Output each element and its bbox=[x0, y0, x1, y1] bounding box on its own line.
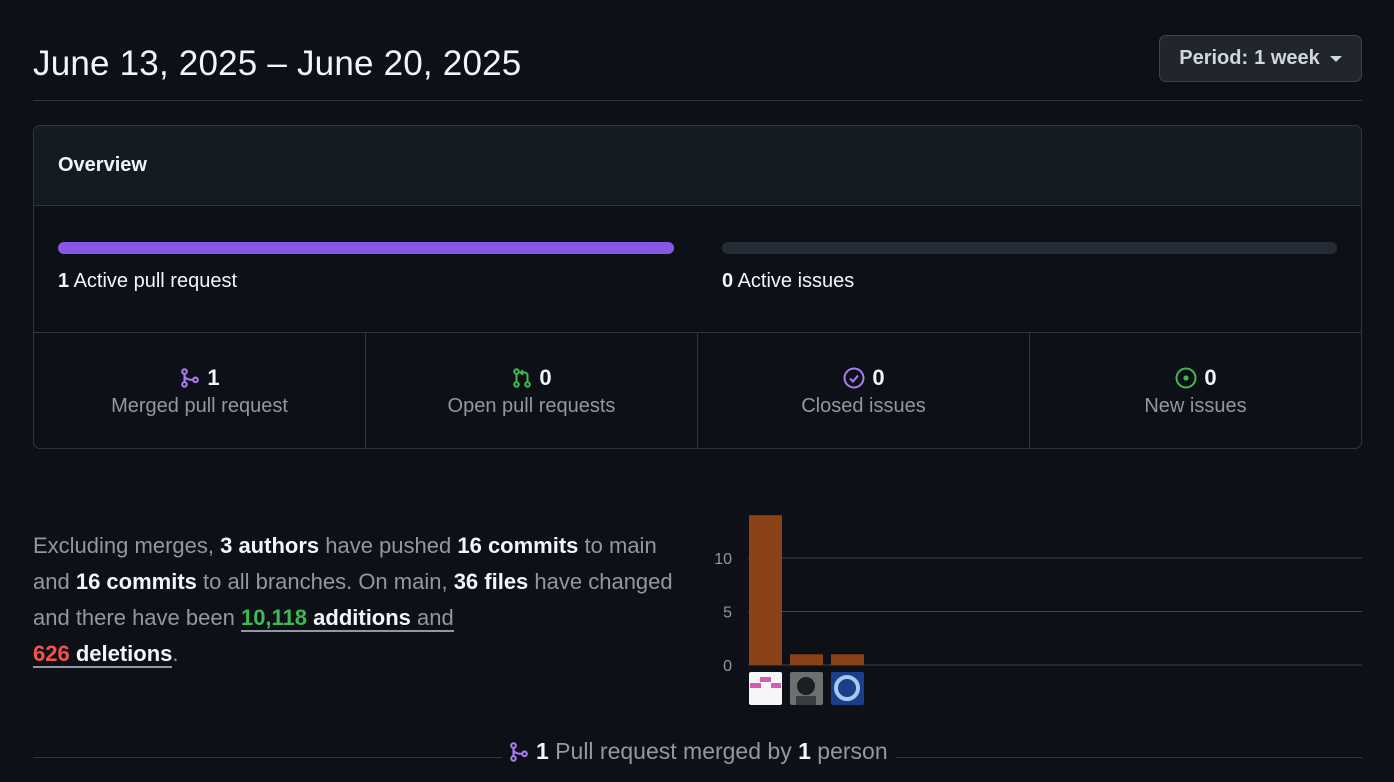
issues-progress-bar bbox=[722, 242, 1337, 254]
git-pull-request-icon bbox=[513, 367, 532, 388]
active-pr-label: Active pull request bbox=[73, 270, 237, 292]
people-count: 1 bbox=[798, 738, 811, 764]
stat-label: Closed issues bbox=[801, 394, 926, 417]
page-header: June 13, 2025 – June 20, 2025 Period: 1 … bbox=[33, 34, 1362, 101]
commits-main-count: 16 commits bbox=[457, 533, 579, 558]
commits-all-count: 16 commits bbox=[75, 569, 197, 594]
footer-divider-right bbox=[896, 757, 1362, 758]
commits-by-author-chart: 0 5 10 bbox=[714, 515, 1362, 705]
footer-divider-left bbox=[33, 757, 503, 758]
deletions-word: deletions bbox=[69, 641, 173, 666]
additions-word: additions bbox=[307, 605, 411, 630]
stat-closed-issues[interactable]: 0 Closed issues bbox=[698, 333, 1030, 448]
merged-pr-summary: 1 Pull request merged by 1 person bbox=[502, 738, 894, 765]
pull-request-progress-bar bbox=[58, 242, 674, 254]
active-pr-count: 1 bbox=[58, 270, 70, 292]
chart-ytick-label: 10 bbox=[714, 551, 732, 568]
stat-label: Open pull requests bbox=[447, 394, 616, 417]
pull-request-progress-fill bbox=[58, 242, 674, 254]
summary-text: and bbox=[410, 605, 454, 630]
overview-stats: 1 Merged pull request 0 Open pull reques… bbox=[34, 333, 1361, 448]
footer-text-part: person bbox=[810, 738, 888, 764]
footer-text-part: Pull request merged by bbox=[548, 738, 799, 764]
summary-text: have pushed bbox=[319, 533, 458, 558]
chart-ytick-label: 0 bbox=[723, 658, 732, 675]
author-avatar[interactable] bbox=[790, 672, 823, 705]
authors-count: 3 authors bbox=[220, 533, 320, 558]
date-range-title: June 13, 2025 – June 20, 2025 bbox=[33, 44, 522, 83]
merged-pr-count: 1 bbox=[536, 738, 549, 764]
stat-label: Merged pull request bbox=[111, 394, 288, 417]
author-avatar[interactable] bbox=[831, 672, 864, 705]
stat-value: 0 bbox=[872, 364, 885, 390]
stat-open-pull-requests[interactable]: 0 Open pull requests bbox=[366, 333, 698, 448]
chart-bar bbox=[831, 654, 864, 665]
chart-bar bbox=[749, 515, 782, 665]
additions-link[interactable]: 10,118 additions and bbox=[240, 605, 454, 632]
git-merge-icon bbox=[510, 741, 528, 762]
chart-ytick-label: 5 bbox=[723, 605, 732, 622]
activity-bars: 1 Active pull request 0 Active issues bbox=[34, 206, 1361, 333]
summary-text: have changed and there have been bbox=[33, 569, 673, 630]
active-issues-link[interactable]: 0 Active issues bbox=[722, 270, 854, 293]
stat-value: 1 bbox=[207, 364, 220, 390]
commit-summary: Excluding merges, 3 authors have pushed … bbox=[33, 528, 698, 672]
stat-new-issues[interactable]: 0 New issues bbox=[1030, 333, 1361, 448]
period-label: Period: bbox=[1179, 47, 1249, 69]
caret-down-icon bbox=[1329, 55, 1342, 62]
deletions-count: 626 bbox=[33, 641, 70, 666]
files-count: 36 files bbox=[453, 569, 529, 594]
deletions-link[interactable]: 626 deletions bbox=[33, 641, 173, 668]
active-issues-count: 0 bbox=[722, 270, 734, 292]
summary-text: to main and bbox=[33, 533, 657, 594]
summary-text: . bbox=[172, 641, 179, 666]
active-pull-requests-link[interactable]: 1 Active pull request bbox=[58, 270, 237, 293]
active-issues-label: Active issues bbox=[737, 270, 855, 292]
issue-opened-icon bbox=[1175, 367, 1197, 388]
chart-bar bbox=[790, 654, 823, 665]
stat-merged-pull-requests[interactable]: 1 Merged pull request bbox=[34, 333, 366, 448]
author-avatar[interactable] bbox=[749, 672, 782, 705]
summary-text: to all branches. On main, bbox=[196, 569, 454, 594]
summary-text: Excluding merges, bbox=[33, 533, 221, 558]
issue-closed-icon bbox=[843, 367, 865, 388]
period-value: 1 week bbox=[1254, 47, 1320, 69]
additions-count: 10,118 bbox=[240, 605, 308, 630]
stat-label: New issues bbox=[1144, 394, 1247, 417]
stat-value: 0 bbox=[539, 364, 552, 390]
overview-box: Overview 1 Active pull request 0 Active … bbox=[33, 125, 1362, 449]
overview-title: Overview bbox=[34, 126, 1361, 206]
stat-value: 0 bbox=[1204, 364, 1217, 390]
git-merge-icon bbox=[181, 367, 200, 388]
period-dropdown-button[interactable]: Period: 1 week bbox=[1159, 35, 1362, 82]
